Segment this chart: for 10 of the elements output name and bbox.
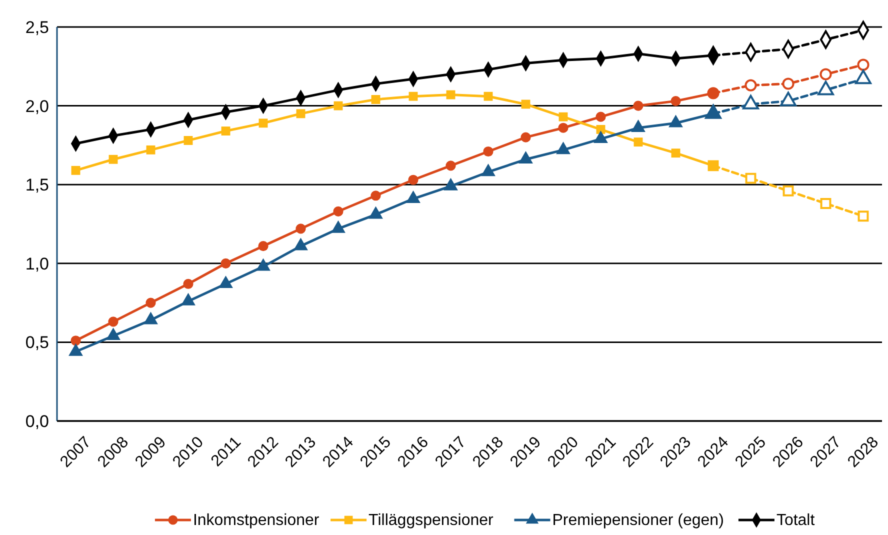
y-tick-label: 2,0	[25, 96, 49, 116]
y-tick-label: 1,5	[25, 176, 49, 195]
legend-label: Inkomstpensioner	[192, 512, 320, 529]
y-tick-label: 1,0	[25, 254, 49, 274]
y-tick-label: 0,0	[25, 412, 49, 431]
y-tick-label: 0,5	[25, 333, 49, 352]
y-tick-label: 2,5	[25, 18, 49, 37]
legend-label: Premiepensioner (egen)	[552, 512, 724, 529]
legend-label: Totalt	[776, 512, 816, 529]
legend-label: Tilläggspensioner	[368, 512, 494, 529]
